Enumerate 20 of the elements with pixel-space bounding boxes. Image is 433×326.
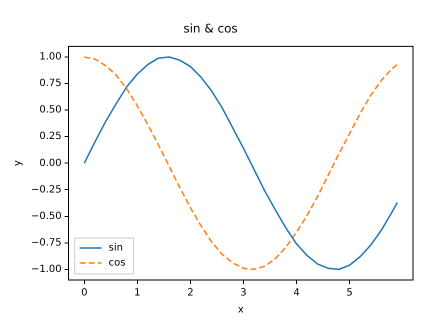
x-tick-label: 3 <box>240 288 247 299</box>
y-tick-label: 0.25 <box>39 131 62 142</box>
x-tick-label: 2 <box>187 288 194 299</box>
x-tick-label: 4 <box>293 288 300 299</box>
y-axis-title: y <box>12 160 24 166</box>
y-tick-label: −0.25 <box>30 184 62 196</box>
y-tick-label: 0.00 <box>39 158 62 169</box>
x-axis-title: x <box>238 304 244 316</box>
y-tick-label: 1.00 <box>39 52 62 63</box>
x-tick-label: 1 <box>134 288 141 299</box>
x-tick-label: 5 <box>346 288 353 299</box>
y-tick-label: 0.75 <box>39 78 62 90</box>
legend-label: cos <box>108 258 126 269</box>
y-tick-label: −1.00 <box>30 264 62 275</box>
legend-label: sin <box>108 242 123 254</box>
y-tick-label: −0.50 <box>30 210 62 222</box>
y-tick-label: 0.50 <box>39 104 62 116</box>
y-tick-label: −0.75 <box>30 237 62 248</box>
chart-title: sin & cos <box>183 21 238 36</box>
x-tick-label: 0 <box>81 288 88 299</box>
